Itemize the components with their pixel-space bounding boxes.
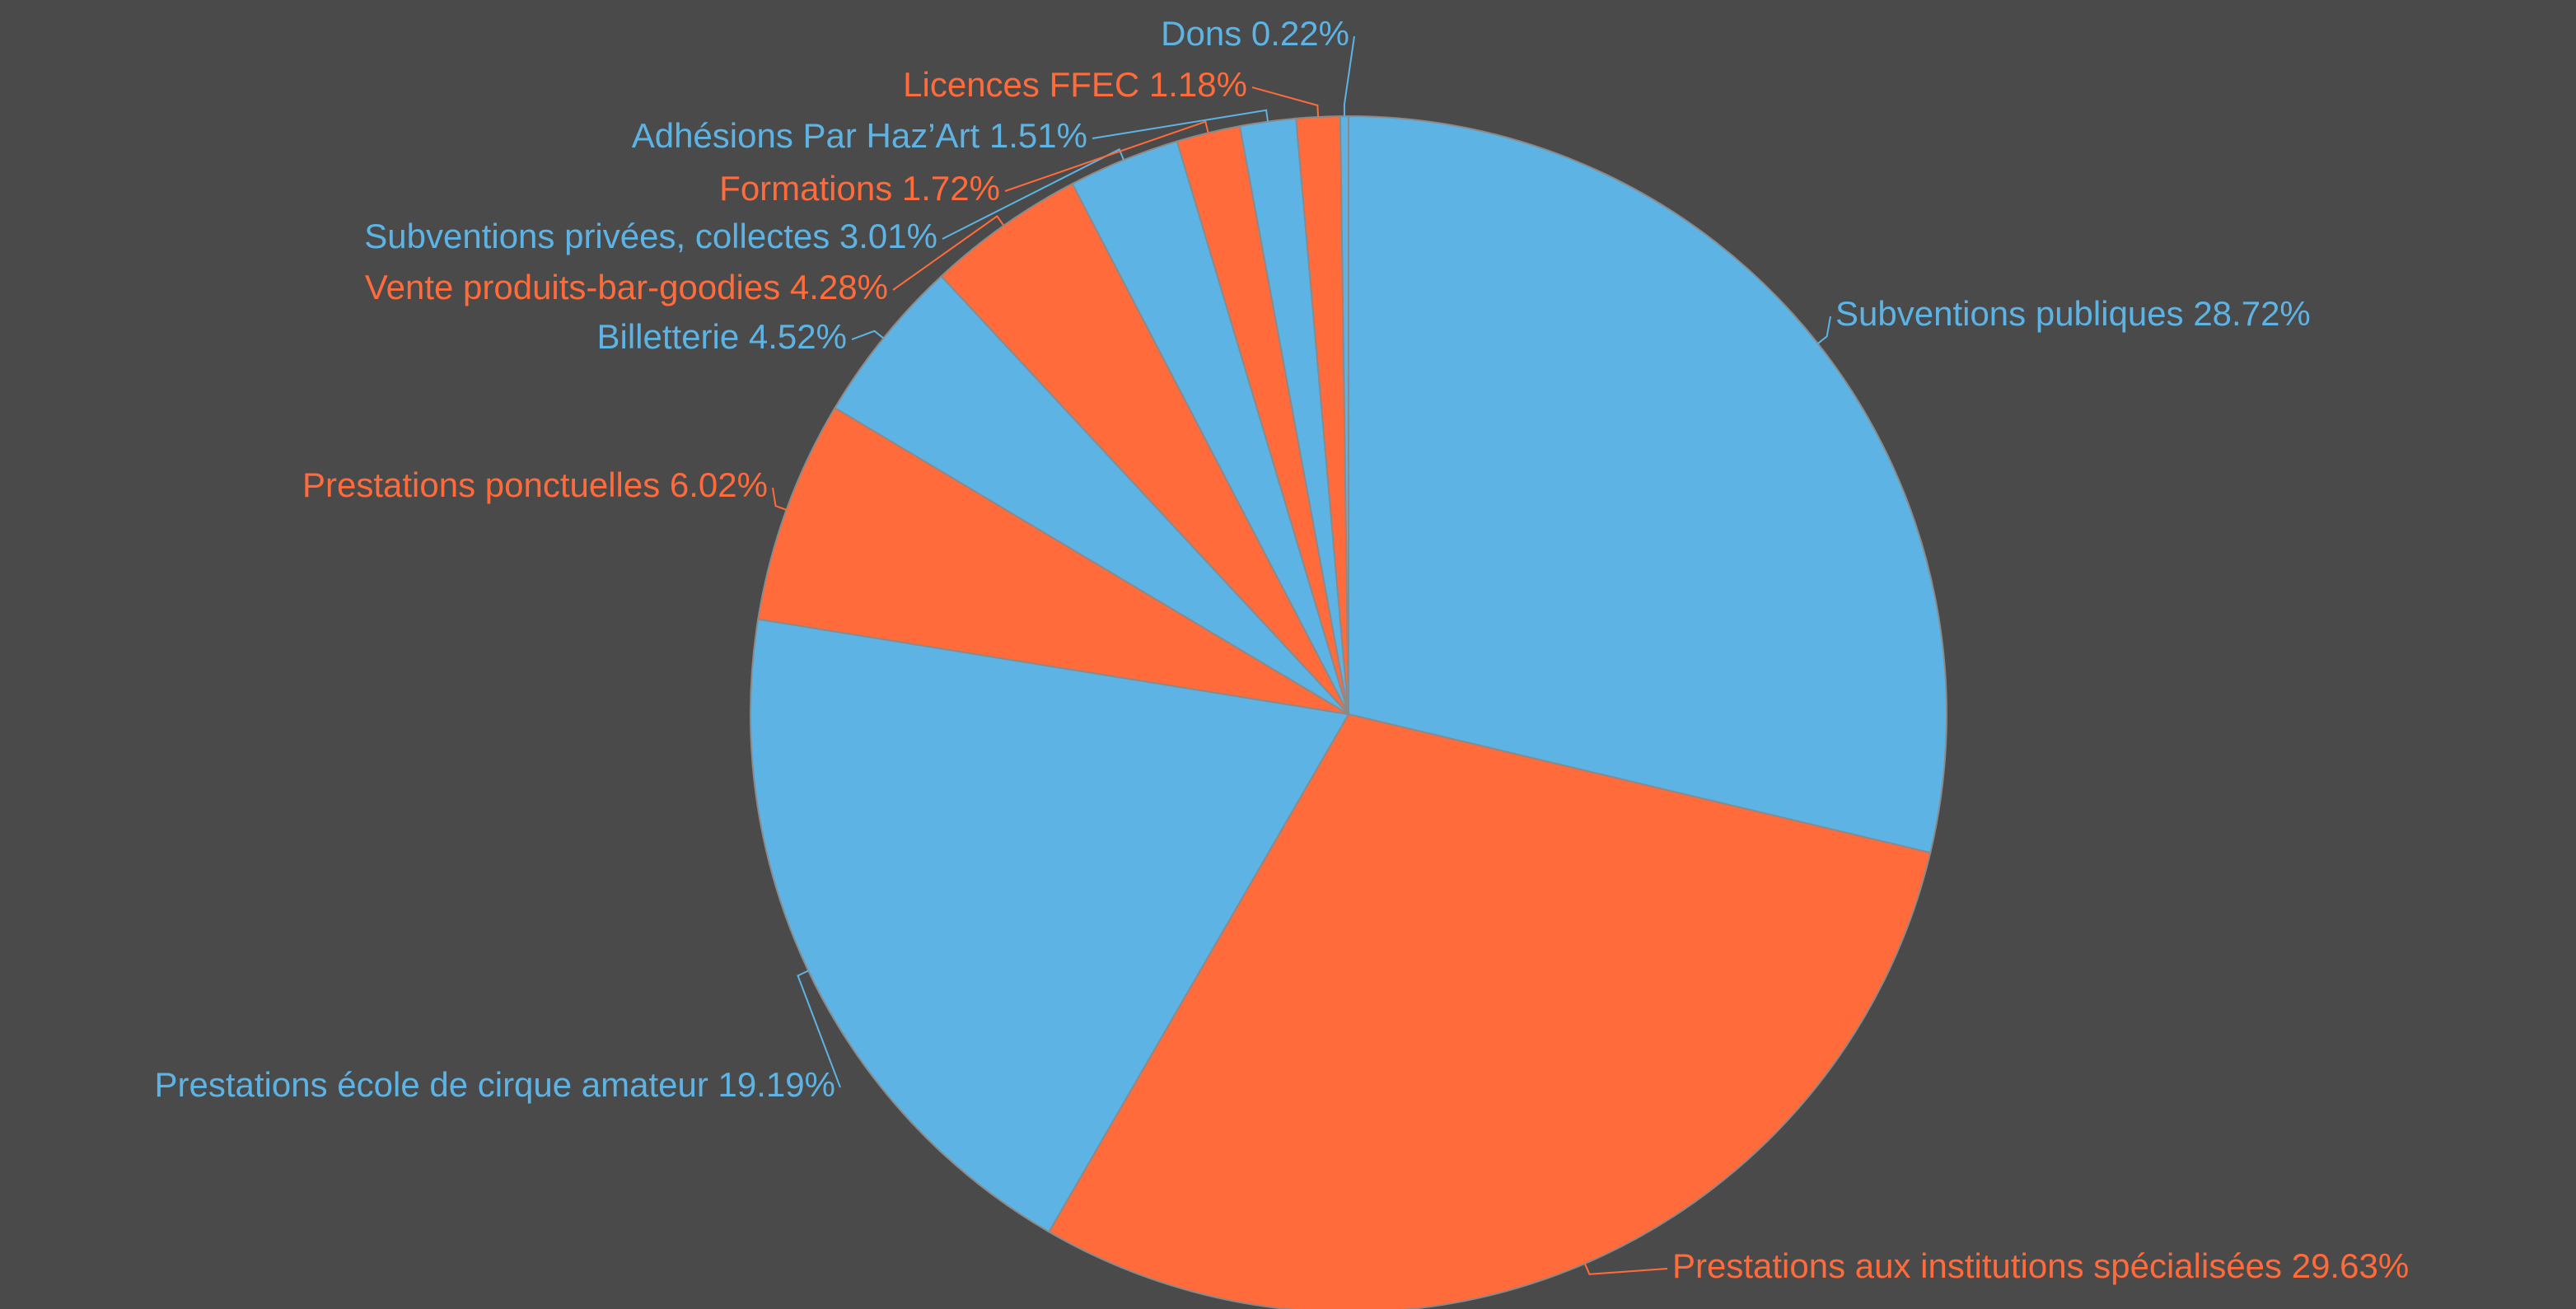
slice-name: Prestations aux institutions spécialisée… (1672, 1246, 2282, 1285)
leader-line (1251, 86, 1320, 117)
slice-label: Subventions privées, collectes 3.01% (364, 217, 937, 255)
slice-value: 1.51% (989, 116, 1087, 155)
slice-name: Adhésions Par Haz’Art (632, 116, 980, 155)
pie-slice (834, 274, 1349, 715)
slice-value: 3.01% (839, 217, 937, 255)
slice-label: Adhésions Par Haz’Art 1.51% (632, 116, 1087, 155)
pie-slice (757, 406, 1349, 715)
leader-line (772, 487, 788, 511)
slice-value: 19.19% (718, 1065, 835, 1104)
pie-slice (1348, 115, 1947, 854)
slice-label: Prestations ponctuelles 6.02% (302, 465, 768, 504)
leader-line (1343, 35, 1355, 117)
leader-line (1817, 316, 1831, 344)
pie-slice (940, 182, 1349, 715)
leader-line (797, 970, 841, 1088)
slice-name: Formations (719, 169, 892, 208)
slice-name: Licences FFEC (903, 65, 1139, 104)
slice-value: 6.02% (670, 465, 768, 504)
leader-line (1092, 109, 1269, 139)
slice-name: Prestations école de cirque amateur (155, 1065, 708, 1104)
slice-label: Prestations aux institutions spécialisée… (1672, 1246, 2409, 1285)
slice-label: Billetterie 4.52% (596, 317, 847, 356)
slice-value: 28.72% (2193, 294, 2310, 333)
leader-line (1004, 120, 1209, 192)
slice-label: Dons 0.22% (1161, 14, 1349, 53)
slice-label: Formations 1.72% (719, 169, 1000, 208)
slice-name: Prestations ponctuelles (302, 465, 660, 504)
slice-label: Vente produits-bar-goodies 4.28% (365, 268, 888, 306)
slice-name: Subventions privées, collectes (364, 217, 830, 255)
slice-value: 1.18% (1149, 65, 1247, 104)
leader-line (1583, 1263, 1668, 1275)
pie-slice (750, 618, 1350, 1233)
slice-label: Licences FFEC 1.18% (903, 65, 1247, 104)
slice-label: Prestations école de cirque amateur 19.1… (155, 1065, 836, 1104)
leader-line (892, 214, 1005, 291)
leader-line (851, 330, 885, 340)
leader-line (942, 147, 1124, 240)
slice-name: Billetterie (596, 317, 739, 356)
slice-value: 4.52% (749, 317, 847, 356)
slice-label: Subventions publiques 28.72% (1835, 294, 2311, 333)
slice-name: Vente produits-bar-goodies (365, 268, 780, 306)
slice-name: Dons (1161, 14, 1241, 53)
slice-value: 29.63% (2292, 1246, 2409, 1285)
slice-name: Subventions publiques (1835, 294, 2184, 333)
slice-value: 1.72% (902, 169, 1000, 208)
slice-value: 0.22% (1251, 14, 1349, 53)
pie-slice (1047, 713, 1932, 1309)
slice-value: 4.28% (790, 268, 888, 306)
